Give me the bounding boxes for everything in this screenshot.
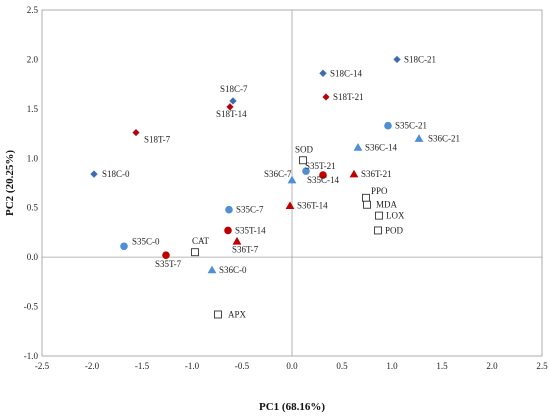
label-lox: LOX — [386, 211, 405, 221]
label-s18c-21: S18C-21 — [404, 54, 436, 64]
label-s35t-14: S35T-14 — [235, 225, 266, 235]
x-axis-ticks: -2.5 -2.0 -1.5 -1.0 -0.5 0.0 0.5 1.0 1.5 2.0 2.5 — [35, 361, 548, 371]
y-axis-title: PC2 (20.25%) — [4, 150, 16, 216]
point-s36c-21 — [414, 134, 424, 142]
point-s18c-14 — [319, 69, 327, 78]
label-apx: APX — [228, 309, 247, 319]
point-s18c-7 — [229, 97, 237, 105]
point-s35c-0 — [120, 242, 128, 251]
point-s18c-0 — [90, 170, 98, 178]
point-s18t-14 — [226, 102, 234, 111]
point-s35c-14 — [302, 167, 310, 175]
point-s36c-0 — [207, 265, 217, 274]
label-s36c-7: S36C-7 — [264, 169, 292, 179]
x-tick-label: 2.5 — [536, 361, 548, 371]
x-tick-label: -2.5 — [35, 361, 50, 371]
point-s35t-21 — [319, 171, 327, 179]
label-s35t-21: S35T-21 — [305, 161, 336, 171]
y-tick-label: 2.5 — [27, 5, 39, 15]
point-s18t-7 — [132, 128, 140, 137]
x-tick-label: -1.0 — [185, 361, 200, 371]
label-s35t-7: S35T-7 — [155, 259, 182, 269]
label-s35c-0: S35C-0 — [132, 236, 160, 246]
label-s35c-21: S35C-21 — [395, 121, 427, 131]
y-tick-label: -0.5 — [24, 302, 39, 312]
point-pod — [374, 226, 382, 235]
point-s36t-21 — [349, 169, 359, 178]
y-tick-label: -1.0 — [24, 351, 39, 361]
point-s36t-7 — [232, 236, 242, 245]
label-s35c-7: S35C-7 — [236, 205, 264, 215]
x-axis-title: PC1 (68.16%) — [259, 401, 325, 413]
x-tick-label: 1.5 — [436, 361, 448, 371]
x-tick-label: 0.5 — [336, 361, 348, 371]
point-s36t-14 — [285, 201, 295, 210]
label-s18t-21: S18T-21 — [333, 92, 364, 102]
point-s35t-7 — [162, 251, 170, 259]
label-s36t-7: S36T-7 — [232, 244, 259, 254]
y-tick-label: 0.5 — [27, 203, 39, 213]
label-s35c-14: S35C-14 — [307, 175, 340, 185]
x-tick-label: 0.0 — [286, 361, 298, 371]
label-s36c-14: S36C-14 — [365, 142, 398, 152]
y-tick-label: 2.0 — [27, 54, 39, 64]
label-s18t-14: S18T-14 — [216, 109, 247, 119]
label-s18c-14: S18C-14 — [330, 68, 363, 78]
point-s35c-7 — [225, 205, 233, 214]
y-tick-label: 1.0 — [27, 153, 39, 163]
x-tick-label: -0.5 — [235, 361, 250, 371]
label-s18t-7: S18T-7 — [144, 135, 171, 145]
point-ppo — [362, 193, 370, 202]
point-s35t-14 — [224, 226, 232, 235]
point-s18c-21 — [393, 55, 401, 64]
point-mda — [363, 200, 371, 209]
label-s18c-0: S18C-0 — [102, 169, 130, 179]
label-s18c-7: S18C-7 — [220, 84, 248, 94]
label-pod: POD — [385, 225, 404, 235]
point-s36c-7 — [287, 175, 297, 184]
label-s36c-21: S36C-21 — [428, 134, 460, 144]
label-s36c-0: S36C-0 — [219, 265, 247, 275]
point-s35c-21 — [384, 121, 392, 130]
data-points — [90, 55, 424, 319]
point-labels: S18C-0 S18C-7 S18C-14 S18C-21 S18T-7 S18T-14 S… — [102, 54, 460, 319]
x-tick-label: 1.0 — [386, 361, 398, 371]
label-ppo: PPO — [371, 186, 388, 196]
label-s36t-14: S36T-14 — [297, 201, 328, 211]
label-sod: SOD — [295, 144, 314, 154]
label-s36t-21: S36T-21 — [361, 169, 392, 179]
y-tick-label: 1.5 — [27, 104, 39, 114]
label-mda: MDA — [376, 200, 398, 210]
point-lox — [375, 211, 383, 220]
x-tick-label: -2.0 — [85, 361, 100, 371]
point-apx — [214, 310, 222, 319]
y-tick-label: 0.0 — [27, 252, 39, 262]
x-tick-label: -1.5 — [135, 361, 150, 371]
point-s18t-21 — [322, 93, 330, 101]
point-cat — [191, 248, 199, 257]
label-cat: CAT — [192, 236, 210, 246]
point-s36c-14 — [353, 143, 363, 151]
y-axis-ticks: -1.0 -0.5 0.0 0.5 1.0 1.5 2.0 2.5 — [24, 5, 39, 361]
x-tick-label: 2.0 — [486, 361, 498, 371]
point-sod — [299, 156, 307, 165]
